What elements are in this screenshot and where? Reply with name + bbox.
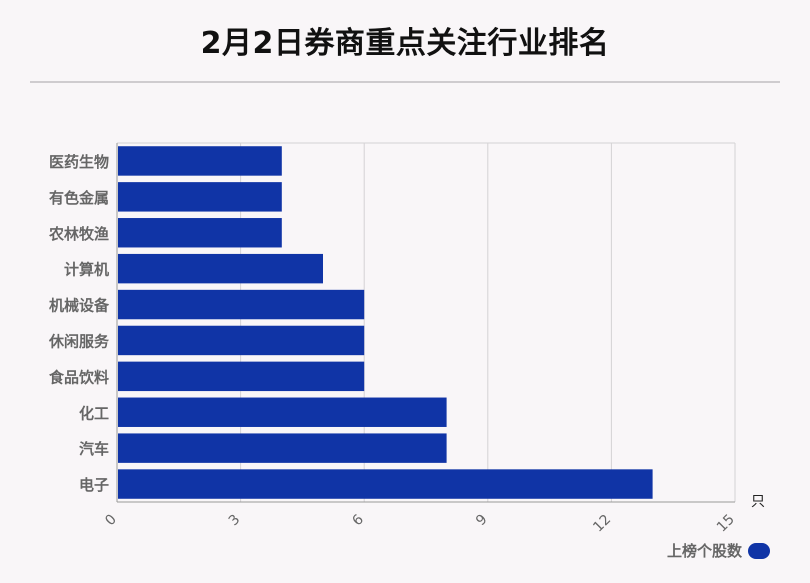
category-label: 医药生物 — [49, 153, 109, 171]
category-label: 化工 — [79, 404, 109, 422]
legend[interactable]: 上榜个股数 — [667, 540, 770, 561]
bar-有色金属 — [118, 182, 282, 212]
bar-汽车 — [118, 433, 447, 463]
x-tick-label: 6 — [349, 511, 367, 529]
category-label: 农林牧渔 — [48, 225, 109, 243]
x-tick-label: 3 — [226, 512, 244, 530]
legend-swatch — [748, 542, 770, 559]
title-divider — [30, 81, 780, 83]
bar-电子 — [118, 469, 653, 499]
bar-食品饮料 — [118, 361, 365, 392]
chart-title: 2月2日券商重点关注行业排名 — [200, 26, 610, 61]
bar-农林牧渔 — [118, 218, 282, 248]
category-label: 有色金属 — [49, 189, 109, 207]
x-tick-label: 0 — [102, 512, 120, 530]
bar-计算机 — [118, 253, 323, 284]
bar-化工 — [118, 397, 447, 427]
legend-label: 上榜个股数 — [666, 542, 742, 560]
category-label: 计算机 — [64, 261, 109, 279]
bar-休闲服务 — [118, 325, 365, 356]
category-label: 机械设备 — [49, 297, 110, 315]
category-label: 食品饮料 — [49, 368, 109, 386]
x-tick-label: 12 — [590, 512, 614, 536]
category-label: 汽车 — [79, 440, 109, 458]
bar-医药生物 — [118, 146, 282, 176]
x-tick-label: 9 — [473, 512, 491, 530]
category-label: 电子 — [79, 476, 109, 494]
bar-机械设备 — [118, 289, 365, 320]
x-axis-unit-label: 只 — [751, 494, 765, 510]
category-label: 休闲服务 — [48, 332, 110, 350]
x-tick-label: 15 — [714, 512, 738, 536]
